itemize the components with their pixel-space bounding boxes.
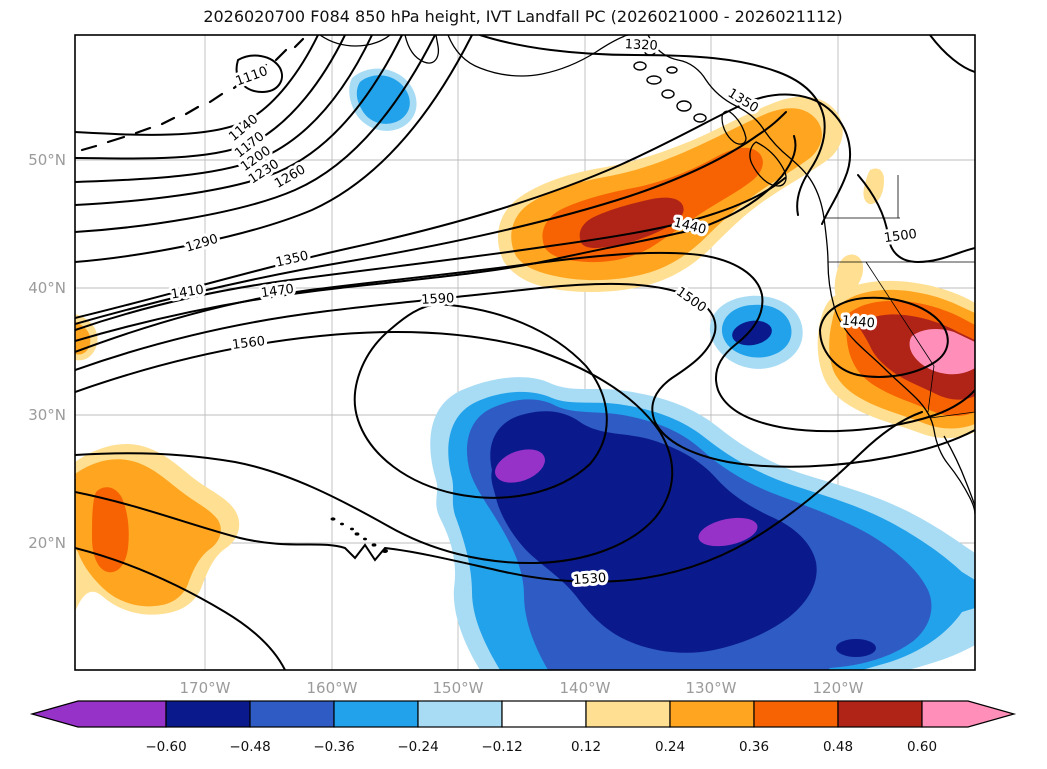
coastline-southeast-alaska-islands bbox=[633, 48, 707, 123]
contour-1500-b bbox=[857, 174, 975, 264]
fill-region-inland-strip bbox=[863, 168, 884, 205]
x-axis-labels: 170°W 160°W 150°W 140°W 130°W 120°W bbox=[180, 679, 864, 697]
colorbar-tick-labels: −0.60 −0.48 −0.36 −0.24 −0.12 0.12 0.24 0.36 0.4… bbox=[145, 739, 937, 755]
geography-layer bbox=[80, 35, 975, 553]
colorbar-tick-label: 0.12 bbox=[571, 739, 601, 755]
contour-lines bbox=[75, 35, 975, 670]
y-tick-label: 50°N bbox=[28, 151, 66, 169]
contour-1500-a bbox=[75, 282, 975, 468]
colorbar-segment bbox=[165, 700, 251, 728]
x-tick-label: 160°W bbox=[307, 679, 358, 697]
colorbar-arrow-right bbox=[921, 700, 1017, 728]
colorbar-tick-label: 0.60 bbox=[907, 739, 937, 755]
plot-frame bbox=[74, 34, 976, 671]
contour-1590 bbox=[353, 302, 608, 499]
contour-label: 1560 bbox=[231, 334, 266, 353]
fill-region-purple-extreme-1 bbox=[495, 449, 545, 483]
coastline-vancouver-island bbox=[749, 141, 787, 187]
coastline-alaska-aleutians bbox=[80, 35, 629, 152]
y-axis-labels: 50°N 40°N 30°N 20°N bbox=[28, 151, 66, 552]
contour-label: 1440 bbox=[841, 314, 875, 332]
contour-1110 bbox=[235, 54, 283, 94]
contour-label: 1590 bbox=[421, 291, 455, 308]
hawaii-islands bbox=[330, 517, 388, 553]
contour-1290 bbox=[75, 35, 473, 263]
contour-1470 bbox=[75, 251, 975, 433]
shading-layer bbox=[75, 68, 975, 670]
contour-label: 1500 bbox=[673, 284, 709, 315]
contour-1530 bbox=[75, 411, 923, 583]
colorbar-segment bbox=[501, 700, 587, 728]
colorbar-segment bbox=[585, 700, 671, 728]
contour-label: 1110 bbox=[234, 64, 270, 89]
colorbar-segment bbox=[249, 700, 335, 728]
x-tick-label: 140°W bbox=[560, 679, 611, 697]
x-tick-label: 150°W bbox=[433, 679, 484, 697]
colorbar-tick-label: −0.12 bbox=[481, 739, 522, 755]
contour-1320 bbox=[479, 35, 826, 216]
fill-region-california-positive-extreme bbox=[909, 328, 975, 375]
contour-label: 1320 bbox=[624, 37, 658, 54]
colorbar-tick-label: −0.48 bbox=[229, 739, 270, 755]
contour-label: 1530 bbox=[573, 571, 607, 588]
y-tick-label: 30°N bbox=[28, 406, 66, 424]
contour-1410 bbox=[75, 177, 786, 331]
colorbar-segment bbox=[417, 700, 503, 728]
colorbar-tick-label: −0.60 bbox=[145, 739, 186, 755]
colorbar-tick-label: −0.24 bbox=[397, 739, 438, 755]
colorbar-tick-label: 0.36 bbox=[739, 739, 769, 755]
contour-1140 bbox=[75, 35, 319, 136]
fill-region-southwest-positive-core bbox=[92, 487, 129, 573]
colorbar-segment bbox=[753, 700, 839, 728]
fill-region-central-negative-core bbox=[490, 411, 817, 653]
contour-label: 1350 bbox=[274, 249, 310, 271]
contour-topright-corner bbox=[929, 35, 975, 73]
colorbar-segment bbox=[333, 700, 419, 728]
state-borders bbox=[824, 175, 975, 419]
colorbar bbox=[29, 700, 1017, 728]
contour-1560 bbox=[75, 331, 674, 565]
x-tick-label: 120°W bbox=[813, 679, 864, 697]
contour-label: 1410 bbox=[170, 283, 205, 303]
fill-region-california-spur bbox=[834, 254, 864, 300]
colorbar-arrow-left bbox=[29, 700, 167, 728]
x-tick-label: 170°W bbox=[180, 679, 231, 697]
colorbar-tick-label: −0.36 bbox=[313, 739, 354, 755]
contour-1380 bbox=[75, 111, 787, 325]
y-tick-label: 40°N bbox=[28, 279, 66, 297]
contour-1500-south bbox=[75, 547, 286, 670]
colorbar-segment bbox=[837, 700, 923, 728]
contour-1230 bbox=[75, 35, 403, 206]
y-tick-label: 20°N bbox=[28, 534, 66, 552]
fill-region-navy-spot-southeast bbox=[836, 639, 876, 657]
colorbar-segment bbox=[669, 700, 755, 728]
contour-label: 1500 bbox=[883, 227, 918, 246]
fill-region-purple-extreme-2 bbox=[698, 517, 758, 547]
fill-region-alaska-negative-core bbox=[356, 75, 410, 124]
contour-1440-b bbox=[818, 296, 949, 378]
x-tick-label: 130°W bbox=[686, 679, 737, 697]
contour-1200 bbox=[75, 35, 373, 183]
chart-title: 2026020700 F084 850 hPa height, IVT Land… bbox=[203, 7, 842, 26]
colorbar-tick-label: 0.48 bbox=[823, 739, 853, 755]
contour-label: 1470 bbox=[260, 282, 295, 301]
contour-1350 bbox=[75, 93, 852, 319]
fill-region-north-positive-core bbox=[579, 197, 684, 248]
contour-1260 bbox=[75, 35, 436, 233]
colorbar-tick-label: 0.24 bbox=[655, 739, 685, 755]
contour-label: 1290 bbox=[184, 232, 220, 256]
contour-1170 bbox=[75, 35, 346, 160]
